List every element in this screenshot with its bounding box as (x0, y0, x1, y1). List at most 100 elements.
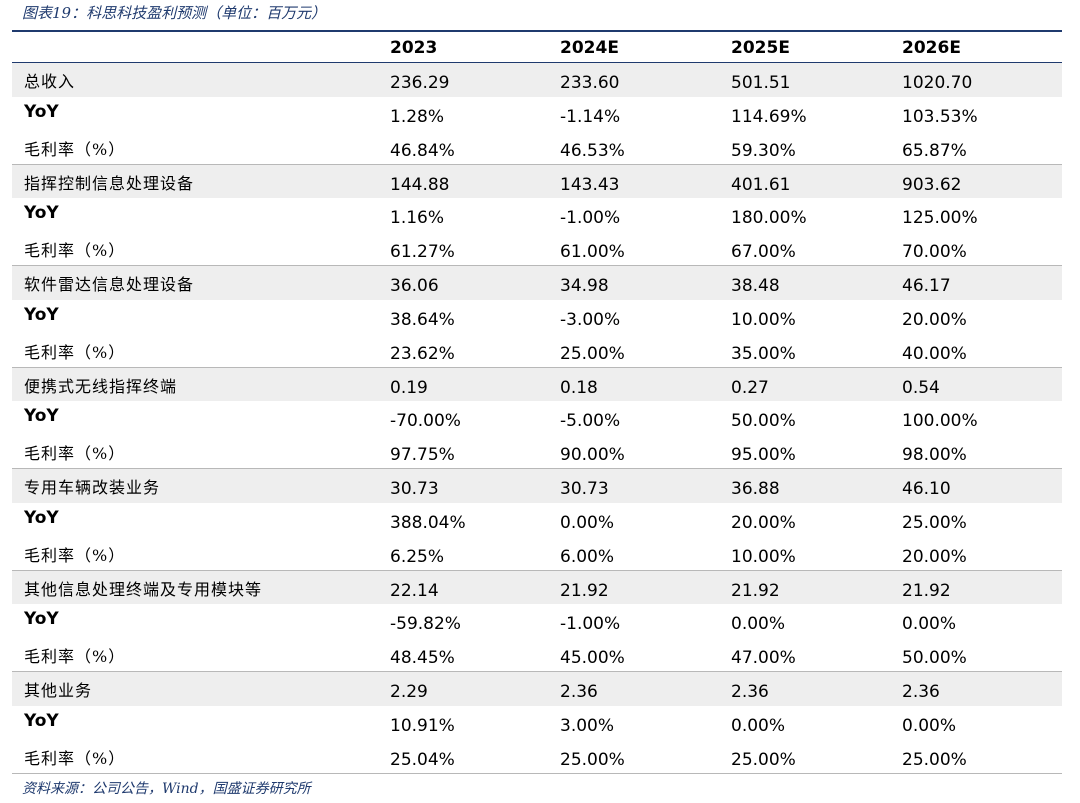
row-label: 毛利率（%） (24, 139, 126, 159)
table-row: 毛利率（%） 46.84% 46.53% 59.30% 65.87% (12, 131, 1062, 165)
table-cell: 0.18 (560, 377, 598, 398)
table-cell: 98.00% (902, 445, 967, 466)
row-label: YoY (24, 507, 59, 528)
row-label: 毛利率（%） (24, 342, 126, 362)
table-row: YoY 1.28% -1.14% 114.69% 103.53% (12, 97, 1062, 131)
table-row: YoY -70.00% -5.00% 50.00% 100.00% (12, 401, 1062, 435)
table-cell: 65.87% (902, 140, 967, 161)
table-cell: 180.00% (731, 208, 807, 229)
table-cell: 2.36 (731, 682, 769, 702)
row-label: 便携式无线指挥终端 (24, 376, 178, 396)
table-cell: 38.48 (731, 276, 780, 296)
table-row: 毛利率（%） 97.75% 90.00% 95.00% 98.00% (12, 435, 1062, 469)
table-cell: 21.92 (902, 580, 951, 601)
table-cell: 20.00% (731, 512, 796, 533)
table-cell: 20.00% (902, 309, 967, 330)
row-band (12, 63, 1062, 97)
table-row: YoY 1.16% -1.00% 180.00% 125.00% (12, 198, 1062, 232)
table-cell: 46.84% (390, 140, 455, 161)
row-group: 其他业务 2.29 2.36 2.36 2.36 YoY 10.91% 3.00% 0.00% 0… (12, 672, 1062, 774)
table-row: YoY -59.82% -1.00% 0.00% 0.00% (12, 604, 1062, 638)
forecast-table: 2023 2024E 2025E 2026E 总收入 236.29 233.60 50… (12, 30, 1062, 774)
row-label: 毛利率（%） (24, 748, 126, 768)
table-cell: 45.00% (560, 648, 625, 669)
table-cell: 25.00% (902, 749, 967, 770)
table-cell: 25.00% (560, 343, 625, 364)
table-header: 2023 2024E 2025E 2026E (12, 30, 1062, 63)
table-cell: 21.92 (731, 580, 780, 601)
table-row: 其他业务 2.29 2.36 2.36 2.36 (12, 672, 1062, 706)
header-2026e: 2026E (902, 38, 961, 58)
header-2023: 2023 (390, 38, 438, 58)
row-band (12, 266, 1062, 300)
table-row: 毛利率（%） 25.04% 25.00% 25.00% 25.00% (12, 740, 1062, 774)
table-cell: 25.00% (560, 749, 625, 770)
table-cell: 97.75% (390, 445, 455, 466)
table-cell: 144.88 (390, 174, 450, 195)
table-row: 毛利率（%） 61.27% 61.00% 67.00% 70.00% (12, 232, 1062, 266)
table-cell: 143.43 (560, 174, 620, 195)
table-cell: -3.00% (560, 309, 621, 330)
header-2025e: 2025E (731, 38, 790, 58)
table-cell: 61.27% (390, 242, 455, 263)
table-cell: 388.04% (390, 512, 466, 533)
table-cell: 501.51 (731, 73, 791, 93)
row-label: YoY (24, 101, 59, 122)
table-cell: 0.00% (560, 512, 615, 533)
table-cell: 0.19 (390, 377, 428, 398)
row-label: YoY (24, 710, 59, 731)
table-row: 毛利率（%） 23.62% 25.00% 35.00% 40.00% (12, 334, 1062, 368)
table-cell: 46.10 (902, 479, 951, 499)
table-cell: 46.53% (560, 140, 625, 161)
table-cell: 25.00% (902, 512, 967, 533)
table-cell: 48.45% (390, 648, 455, 669)
table-cell: 30.73 (560, 479, 609, 499)
row-label: 软件雷达信息处理设备 (24, 275, 195, 294)
table-cell: 1.16% (390, 208, 445, 229)
row-label: YoY (24, 609, 59, 630)
table-cell: 2.36 (560, 682, 598, 702)
table-cell: 6.00% (560, 546, 615, 567)
table-cell: 50.00% (902, 648, 967, 669)
table-cell: 103.53% (902, 106, 978, 127)
row-label: YoY (24, 406, 59, 427)
table-cell: 59.30% (731, 140, 796, 161)
row-label: 指挥控制信息处理设备 (24, 173, 195, 193)
table-cell: 0.27 (731, 377, 769, 398)
row-label: YoY (24, 203, 59, 224)
row-label: 毛利率（%） (24, 545, 126, 565)
table-cell: -70.00% (390, 411, 461, 432)
table-cell: 2.36 (902, 682, 940, 702)
table-cell: 30.73 (390, 479, 439, 499)
table-row: 总收入 236.29 233.60 501.51 1020.70 (12, 63, 1062, 97)
table-row: 毛利率（%） 48.45% 45.00% 47.00% 50.00% (12, 638, 1062, 672)
table-row: YoY 10.91% 3.00% 0.00% 0.00% (12, 706, 1062, 740)
table-row: 便携式无线指挥终端 0.19 0.18 0.27 0.54 (12, 368, 1062, 402)
table-cell: 1020.70 (902, 73, 973, 93)
row-group: 指挥控制信息处理设备 144.88 143.43 401.61 903.62 YoY 1.1… (12, 164, 1062, 266)
table-cell: 3.00% (560, 715, 615, 736)
table-row: 指挥控制信息处理设备 144.88 143.43 401.61 903.62 (12, 165, 1062, 199)
row-label: YoY (24, 304, 59, 325)
table-cell: 0.00% (902, 715, 957, 736)
row-label: 毛利率（%） (24, 241, 126, 261)
row-band (12, 570, 1062, 605)
table-cell: 25.00% (731, 749, 796, 770)
table-cell: 22.14 (390, 580, 439, 601)
table-cell: -5.00% (560, 411, 621, 432)
row-band (12, 672, 1062, 706)
row-group: 专用车辆改装业务 30.73 30.73 36.88 46.10 YoY 388.04% 0.… (12, 469, 1062, 571)
table-cell: 0.00% (902, 614, 957, 635)
table-cell: -1.00% (560, 614, 621, 635)
table-cell: 25.04% (390, 749, 455, 770)
table-row: YoY 388.04% 0.00% 20.00% 25.00% (12, 503, 1062, 537)
table-cell: 50.00% (731, 411, 796, 432)
table-cell: 100.00% (902, 411, 978, 432)
row-band (12, 367, 1062, 402)
table-cell: 233.60 (560, 73, 620, 93)
row-group: 软件雷达信息处理设备 36.06 34.98 38.48 46.17 YoY 38.64% -… (12, 266, 1062, 368)
table-cell: 61.00% (560, 242, 625, 263)
row-label: 其他业务 (24, 681, 93, 700)
row-group: 便携式无线指挥终端 0.19 0.18 0.27 0.54 YoY -70.00% -5.00… (12, 367, 1062, 469)
table-caption: 图表19：科思科技盈利预测（单位：百万元） (22, 4, 327, 22)
